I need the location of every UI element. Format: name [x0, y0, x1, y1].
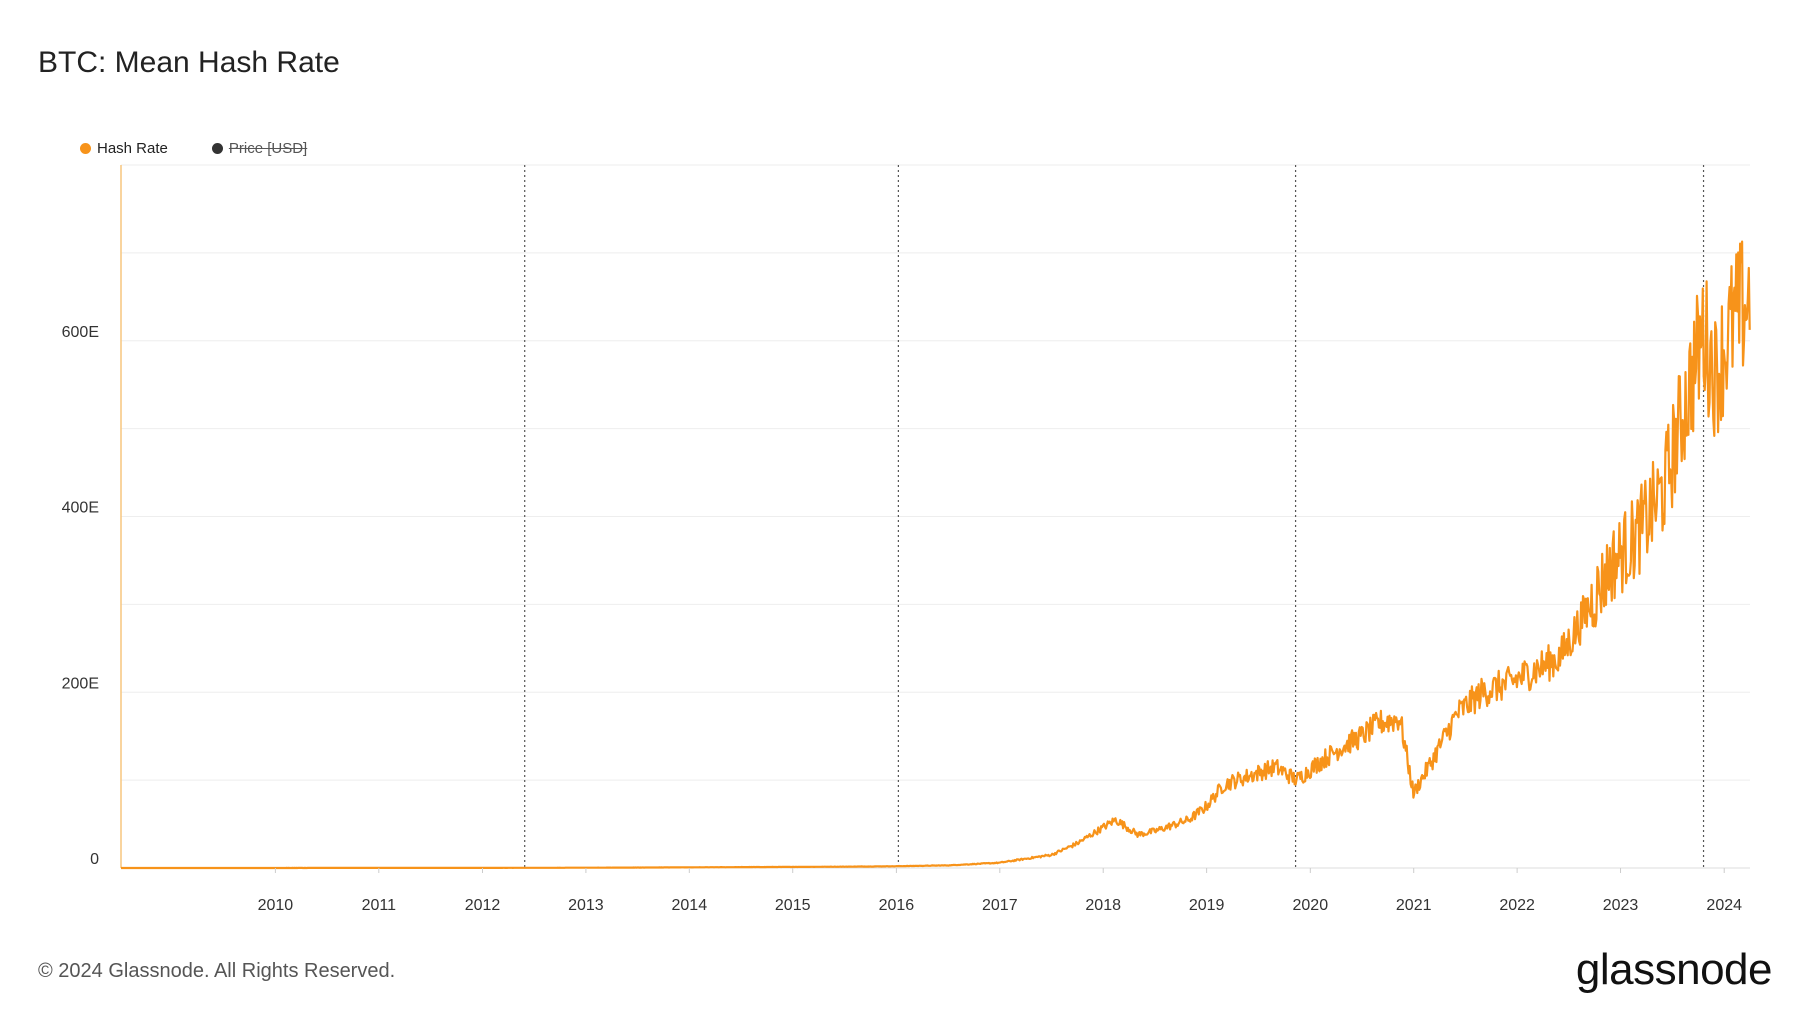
series-layer	[120, 240, 1751, 870]
x-tick-label: 2010	[258, 897, 294, 914]
legend: Hash Rate Price [USD]	[80, 140, 307, 157]
price-dot-icon	[211, 143, 223, 154]
legend-label-hash-rate: Hash Rate	[97, 140, 168, 157]
y-tick-label: 400E	[62, 500, 99, 517]
x-tick-label: 2020	[1293, 897, 1329, 914]
x-tick-labels: 2010 2011 2012 2013 2014 2015 2016 2017 2018 2019…	[258, 868, 1742, 914]
copyright-text: © 2024 Glassnode. All Rights Reserved.	[38, 960, 396, 982]
x-tick-label: 2022	[1499, 897, 1535, 914]
x-tick-label: 2023	[1603, 897, 1639, 914]
legend-item-hash-rate[interactable]: Hash Rate	[80, 140, 168, 157]
legend-item-price[interactable]: Price [USD]	[211, 140, 308, 157]
y-tick-label: 600E	[62, 324, 99, 341]
x-tick-label: 2016	[879, 897, 915, 914]
x-tick-label: 2024	[1706, 897, 1742, 914]
x-tick-label: 2018	[1085, 897, 1121, 914]
y-tick-label: 200E	[62, 675, 99, 692]
legend-label-price: Price [USD]	[228, 140, 308, 157]
halving-lines	[524, 165, 1705, 868]
x-tick-label: 2019	[1189, 897, 1225, 914]
glassnode-logo: glassnode	[1575, 945, 1773, 994]
y-tick-labels: 0 200E 400E 600E	[62, 324, 99, 868]
x-tick-label: 2013	[568, 897, 604, 914]
x-tick-label: 2017	[982, 897, 1018, 914]
x-tick-label: 2014	[672, 897, 708, 914]
chart-title: BTC: Mean Hash Rate	[38, 46, 340, 79]
x-tick-label: 2011	[362, 897, 397, 914]
hash-rate-series-line	[120, 240, 1751, 870]
x-tick-label: 2012	[465, 897, 501, 914]
x-tick-label: 2015	[775, 897, 811, 914]
y-tick-label: 0	[90, 851, 99, 868]
x-tick-label: 2021	[1396, 897, 1432, 914]
hash-rate-dot-icon	[80, 143, 91, 154]
grid-lines	[121, 164, 1750, 869]
